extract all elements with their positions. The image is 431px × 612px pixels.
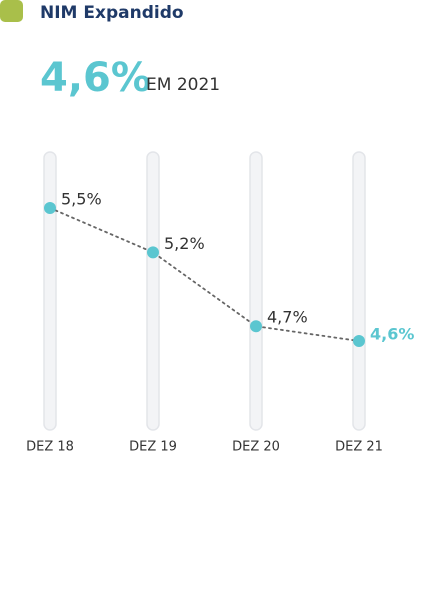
value-label: 5,5% [61,190,102,209]
value-label: 4,7% [267,308,308,327]
headline: 4,6% [40,55,151,101]
line [49,207,360,342]
column-track [249,151,263,431]
x-tick-label: DEZ 21 [335,440,383,455]
point [353,335,365,347]
point [147,246,159,259]
value-label: 5,2% [164,234,205,253]
value-label: 4,6% [370,325,414,344]
x-tick-label: DEZ 20 [232,440,280,455]
point [250,320,262,333]
legend-swatch [0,0,23,22]
chart-title: NIM Expandido [40,3,184,23]
column-track [43,151,57,431]
point [44,202,56,214]
x-tick-label: DEZ 18 [26,440,74,455]
subtitle: EM 2021 [146,75,220,95]
x-tick-label: DEZ 19 [129,440,177,455]
column-track [352,151,366,431]
column-track [146,151,160,431]
